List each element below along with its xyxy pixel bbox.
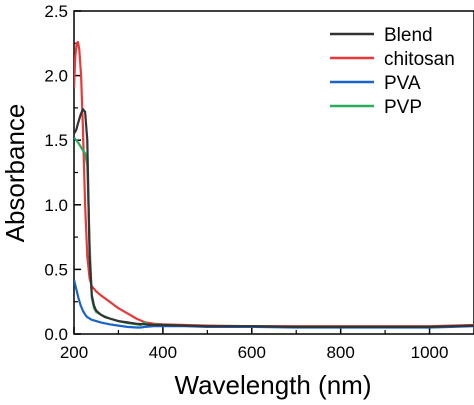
series-line-pvp bbox=[74, 136, 474, 328]
y-tick-label: 0.5 bbox=[44, 260, 68, 279]
legend-label-pvp: PVP bbox=[384, 97, 422, 118]
legend-label-pva: PVA bbox=[384, 73, 421, 94]
chart-legend: Blend chitosan PVA PVP bbox=[330, 25, 455, 118]
y-tick-label: 1.5 bbox=[44, 131, 68, 150]
plot-series bbox=[74, 40, 474, 329]
legend-label-blend: Blend bbox=[384, 25, 433, 46]
x-tick-label: 800 bbox=[326, 343, 354, 362]
y-tick-label: 2.0 bbox=[44, 67, 68, 86]
y-axis-label: Absorbance bbox=[0, 104, 30, 243]
x-tick-label: 1000 bbox=[411, 343, 449, 362]
y-tick-label: 1.0 bbox=[44, 196, 68, 215]
legend-label-chitosan: chitosan bbox=[384, 49, 455, 70]
x-tick-label: 600 bbox=[238, 343, 266, 362]
y-tick-label: 2.5 bbox=[44, 2, 68, 21]
series-line-blend bbox=[74, 108, 474, 328]
x-axis-label: Wavelength (nm) bbox=[175, 370, 372, 400]
plot-axes: 200 400 600 800 1000 0.0 0.5 1.0 1.5 2.0 2.5 bbox=[44, 2, 474, 362]
y-tick-label: 0.0 bbox=[44, 325, 68, 344]
x-tick-label: 400 bbox=[149, 343, 177, 362]
series-line-pva bbox=[74, 279, 474, 329]
x-tick-label: 200 bbox=[60, 343, 88, 362]
